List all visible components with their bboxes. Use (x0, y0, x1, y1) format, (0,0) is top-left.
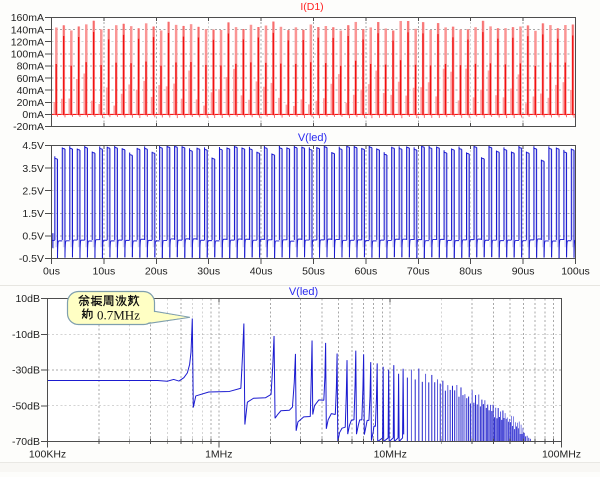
svg-text:60mA: 60mA (17, 73, 44, 85)
svg-text:-20mA: -20mA (13, 121, 44, 133)
svg-text:100us: 100us (561, 266, 590, 278)
svg-text:140mA: 140mA (11, 24, 44, 36)
svg-text:50us: 50us (302, 266, 325, 278)
svg-text:4.5V: 4.5V (22, 140, 44, 152)
svg-text:0us: 0us (43, 266, 60, 278)
svg-text:I(D1): I(D1) (300, 1, 323, 13)
svg-text:100mA: 100mA (11, 49, 44, 61)
svg-text:40us: 40us (250, 266, 273, 278)
svg-text:-0.5V: -0.5V (19, 253, 44, 265)
svg-text:120mA: 120mA (11, 36, 44, 48)
svg-text:10dB: 10dB (15, 293, 40, 305)
svg-text:40mA: 40mA (17, 85, 44, 97)
svg-text:1.5V: 1.5V (22, 208, 44, 220)
svg-text:10MHz: 10MHz (374, 449, 407, 461)
svg-text:0.5V: 0.5V (22, 231, 44, 243)
svg-text:160mA: 160mA (11, 12, 44, 24)
svg-text:-70dB: -70dB (12, 436, 40, 448)
svg-text:80us: 80us (459, 266, 482, 278)
svg-text:100MHz: 100MHz (542, 449, 581, 461)
svg-text:0.7MHz: 0.7MHz (97, 308, 140, 323)
svg-text:30us: 30us (197, 266, 220, 278)
svg-text:V(led): V(led) (298, 132, 327, 144)
svg-text:V(led): V(led) (289, 286, 318, 298)
svg-text:80mA: 80mA (17, 61, 44, 73)
svg-text:100KHz: 100KHz (29, 449, 66, 461)
svg-text:60us: 60us (355, 266, 378, 278)
svg-text:-10dB: -10dB (12, 329, 40, 341)
svg-text:90us: 90us (512, 266, 535, 278)
svg-text:20mA: 20mA (17, 97, 44, 109)
svg-text:1MHz: 1MHz (205, 449, 232, 461)
svg-text:70us: 70us (407, 266, 430, 278)
svg-text:20us: 20us (145, 266, 168, 278)
svg-text:10us: 10us (93, 266, 116, 278)
svg-text:0mA: 0mA (22, 109, 44, 121)
svg-text:3.5V: 3.5V (22, 163, 44, 175)
svg-text:2.5V: 2.5V (22, 185, 44, 197)
svg-text:-30dB: -30dB (12, 365, 40, 377)
svg-text:-50dB: -50dB (12, 400, 40, 412)
